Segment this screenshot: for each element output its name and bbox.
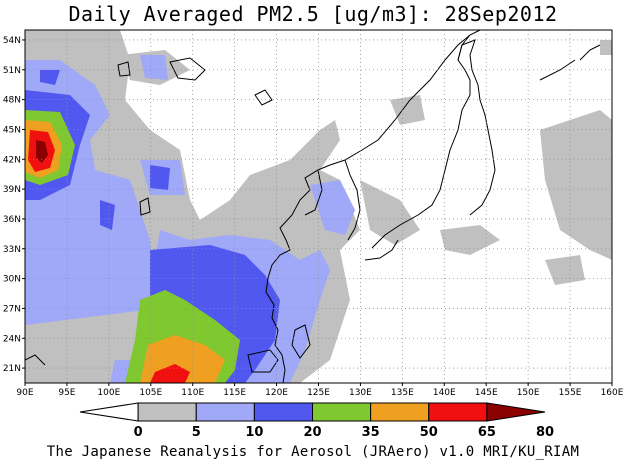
lat-tick-label: 30N bbox=[3, 275, 21, 285]
lat-lon-grid bbox=[25, 30, 612, 383]
longitude-tick-labels: 90E 95E 100E 105E 110E 115E 120E 125E 130E 135E 14… bbox=[16, 383, 624, 398]
lon-tick-label: 145E bbox=[475, 388, 498, 398]
colorbar-segment bbox=[195, 402, 255, 422]
colorbar-segment bbox=[370, 402, 430, 422]
lat-tick-label: 24N bbox=[3, 334, 21, 344]
lon-tick-label: 90E bbox=[16, 388, 33, 398]
lon-tick-label: 125E bbox=[307, 388, 330, 398]
lat-tick-label: 27N bbox=[3, 304, 21, 314]
colorbar: 0 5 10 20 35 50 65 80 bbox=[79, 402, 554, 440]
lon-tick-label: 95E bbox=[58, 388, 75, 398]
lat-tick-label: 45N bbox=[3, 125, 21, 135]
colorbar-segment bbox=[137, 402, 197, 422]
lat-tick-label: 48N bbox=[3, 96, 21, 106]
colorbar-label: 80 bbox=[536, 425, 554, 440]
latitude-tick-labels: 21N 24N 27N 30N 33N 36N 39N 42N 45N 48N 51N 54N bbox=[3, 36, 25, 374]
colorbar-label: 20 bbox=[303, 425, 321, 440]
colorbar-label: 0 bbox=[134, 425, 143, 440]
lat-tick-label: 39N bbox=[3, 185, 21, 195]
colorbar-segment bbox=[253, 402, 313, 422]
colorbar-label: 50 bbox=[420, 425, 438, 440]
lon-tick-label: 120E bbox=[265, 388, 288, 398]
lon-tick-label: 160E bbox=[601, 388, 624, 398]
colorbar-label: 10 bbox=[245, 425, 263, 440]
colorbar-segment bbox=[312, 402, 372, 422]
credit-line: The Japanese Reanalysis for Aerosol (JRA… bbox=[46, 444, 580, 460]
lat-tick-label: 42N bbox=[3, 155, 21, 165]
lon-tick-label: 155E bbox=[559, 388, 582, 398]
lon-tick-label: 100E bbox=[97, 388, 120, 398]
colorbar-label: 35 bbox=[362, 425, 380, 440]
lon-tick-label: 110E bbox=[181, 388, 204, 398]
colorbar-segment bbox=[428, 402, 488, 422]
lat-tick-label: 21N bbox=[3, 364, 21, 374]
colorbar-segment bbox=[79, 402, 139, 422]
lat-tick-label: 33N bbox=[3, 245, 21, 255]
lon-tick-label: 115E bbox=[223, 388, 246, 398]
map-title: Daily Averaged PM2.5 [ug/m3]: 28Sep2012 bbox=[68, 2, 558, 26]
lon-tick-label: 150E bbox=[517, 388, 540, 398]
lon-tick-label: 105E bbox=[139, 388, 162, 398]
level-above-80-regions bbox=[36, 140, 48, 163]
lat-tick-label: 54N bbox=[3, 36, 21, 46]
lon-tick-label: 140E bbox=[433, 388, 456, 398]
coastlines bbox=[25, 30, 601, 383]
colorbar-segment bbox=[486, 402, 546, 422]
lat-tick-label: 51N bbox=[3, 66, 21, 76]
colorbar-label: 65 bbox=[478, 425, 496, 440]
lon-tick-label: 130E bbox=[349, 388, 372, 398]
lon-tick-label: 135E bbox=[391, 388, 414, 398]
colorbar-label: 5 bbox=[192, 425, 201, 440]
lat-tick-label: 36N bbox=[3, 215, 21, 225]
